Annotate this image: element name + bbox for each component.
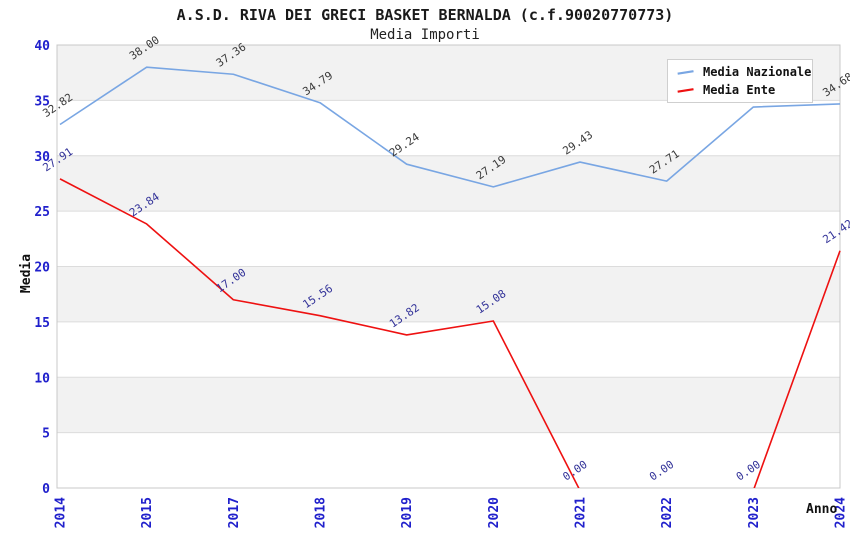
series-line-media-ente <box>59 178 841 488</box>
x-tick-label: 2024 <box>834 497 849 528</box>
y-tick-label: 10 <box>34 371 50 386</box>
chart-subtitle: Media Importi <box>370 27 480 43</box>
y-axis-title: Media <box>19 253 35 294</box>
data-label: 29.24 <box>387 130 422 160</box>
x-tick-label: 2020 <box>487 497 502 528</box>
x-tick-label: 2021 <box>574 497 589 528</box>
media-ente-line-swatch-icon <box>677 88 694 93</box>
series-lines <box>59 66 841 488</box>
media-nazionale-line-swatch-icon <box>677 70 694 75</box>
plot-band <box>57 377 840 433</box>
legend-label: Media Nazionale <box>703 65 812 79</box>
x-tick-label: 2022 <box>660 497 675 528</box>
legend-item-media-ente: Media Ente <box>676 82 812 98</box>
y-tick-label: 25 <box>34 205 50 220</box>
y-tick-label: 30 <box>34 150 50 165</box>
x-tick-label: 2018 <box>314 497 329 528</box>
data-label: 0.00 <box>734 458 763 484</box>
data-label: 0.00 <box>647 458 676 484</box>
x-tick-label: 2014 <box>54 497 69 528</box>
y-tick-label: 20 <box>34 261 50 276</box>
y-tick-label: 15 <box>34 316 50 331</box>
chart-title: A.S.D. RIVA DEI GRECI BASKET BERNALDA (c… <box>176 6 674 24</box>
x-tick-label: 2023 <box>747 497 762 528</box>
data-label: 21.42 <box>820 217 850 246</box>
x-axis-title: Anno <box>806 502 838 517</box>
y-tick-label: 40 <box>34 39 50 54</box>
x-tick-label: 2017 <box>227 497 242 528</box>
y-tick-label: 35 <box>34 94 50 109</box>
series-line-media-nazionale <box>59 66 841 188</box>
x-tick-label: 2015 <box>140 497 155 528</box>
legend-item-media-nazionale: Media Nazionale <box>676 64 812 80</box>
y-tick-label: 0 <box>42 482 50 497</box>
legend-label: Media Ente <box>703 83 776 97</box>
plot-band <box>57 155 840 212</box>
plot-band <box>57 266 840 322</box>
legend-box: Media Nazionale Media Ente <box>667 59 813 103</box>
y-tick-label: 5 <box>42 427 50 442</box>
plot-border <box>56 44 841 489</box>
data-label: 29.43 <box>560 128 595 157</box>
x-tick-label: 2019 <box>400 497 415 528</box>
